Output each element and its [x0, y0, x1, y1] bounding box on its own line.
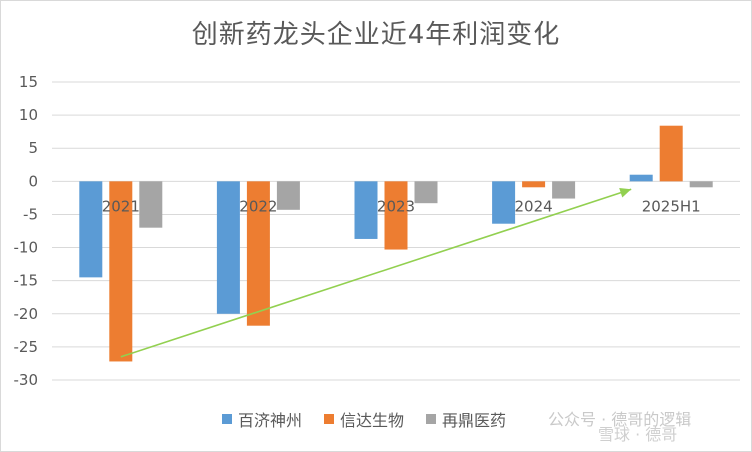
trend-arrow-head: [619, 187, 632, 198]
bar-信达生物-2024: [522, 181, 546, 188]
bar-百济神州-2025H1: [629, 174, 653, 182]
bar-百济神州-2024: [492, 181, 516, 224]
y-tick-label: -15: [14, 272, 39, 290]
y-tick-label: -10: [14, 239, 39, 257]
legend-swatch-2: [324, 414, 335, 424]
legend-label-1: 百济神州: [238, 411, 303, 430]
y-tick-label: -30: [14, 371, 39, 389]
legend-item-1: 百济神州: [222, 407, 302, 431]
bar-百济神州-2021: [79, 181, 103, 278]
watermark-xueqiu: 雪球 · 德哥: [598, 425, 678, 444]
bars: [79, 125, 713, 362]
y-tick-label: 0: [28, 172, 38, 190]
chart-title: 创新药龙头企业近4年利润变化: [191, 20, 561, 50]
y-tick-label: -25: [14, 338, 39, 356]
watermark-wechat: 公众号 · 德哥的逻辑: [548, 410, 692, 429]
legend-item-3: 再鼎医药: [426, 407, 506, 431]
bar-信达生物-2025H1: [659, 125, 683, 182]
y-tick-label: 10: [19, 106, 38, 124]
x-category-label: 2023: [377, 197, 415, 215]
legend-swatch-3: [426, 414, 437, 424]
x-category-label: 2025H1: [642, 197, 701, 215]
bar-百济神州-2022: [216, 181, 240, 314]
x-category-label: 2024: [515, 197, 553, 215]
x-category-label: 2022: [239, 197, 277, 215]
bar-再鼎医药-2021: [139, 181, 163, 228]
bar-再鼎医药-2024: [552, 181, 576, 199]
bar-百济神州-2023: [354, 181, 378, 239]
bar-信达生物-2022: [246, 181, 270, 326]
y-tick-label: -5: [23, 205, 38, 223]
bar-再鼎医药-2023: [414, 181, 438, 204]
x-category-label: 2021: [102, 197, 140, 215]
bar-信达生物-2021: [109, 181, 133, 362]
trend-arrow: [120, 187, 632, 358]
legend-swatch-1: [222, 414, 232, 424]
bar-再鼎医药-2025H1: [689, 181, 713, 188]
y-tick-label: 15: [19, 73, 38, 91]
labels: 15 10 5 0 -5 -10 -15 -20 -25 -30 2021 2022 2023 2024 2…: [14, 73, 701, 389]
bar-信达生物-2023: [384, 181, 408, 250]
legend-label-2: 信达生物: [340, 411, 405, 430]
y-tick-label: -20: [14, 305, 39, 323]
trend-arrow-line: [120, 188, 632, 358]
bar-再鼎医药-2022: [276, 181, 300, 210]
legend-label-3: 再鼎医药: [442, 411, 507, 430]
legend-item-2: 信达生物: [324, 407, 404, 431]
legend: 百济神州 信达生物 再鼎医药: [222, 407, 506, 431]
y-tick-label: 5: [28, 139, 38, 157]
